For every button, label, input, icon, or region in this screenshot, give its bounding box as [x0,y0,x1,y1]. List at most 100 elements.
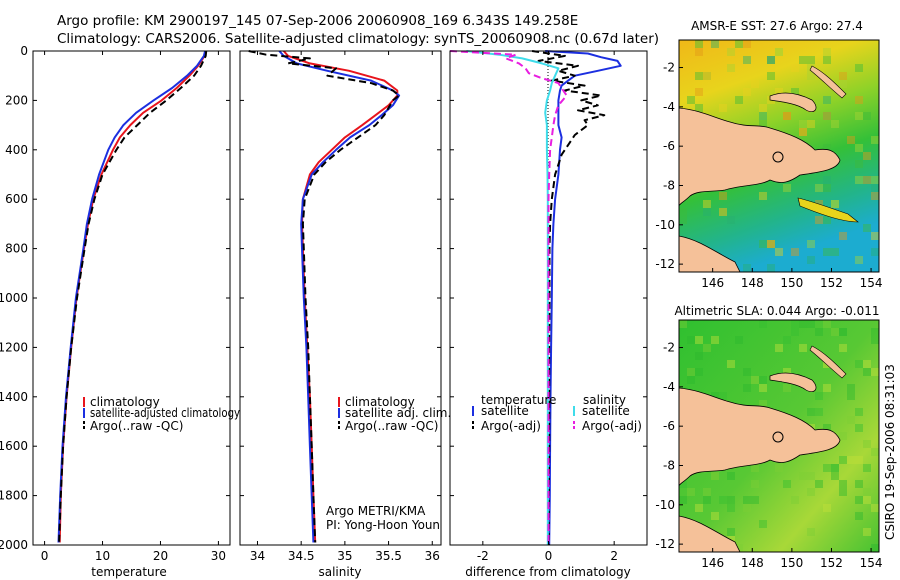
temperature-legend: climatology satellite-adjusted climatolo… [83,395,240,433]
figure-title-line2: Climatology: CARS2006. Satellite-adjuste… [57,31,659,47]
map-x-tick-label: 146 [701,276,724,290]
map-y-tick-label: -12 [655,537,675,551]
series-line-salinity-argo-adj [449,50,568,545]
map-y-tick-label: -10 [655,498,675,512]
series-line-temperature-satellite [545,50,622,546]
land-new-britain [769,372,817,393]
legend-label-sal-argo: Argo(-adj) [582,419,642,433]
map-x-tick-label: 152 [820,276,843,290]
y-tick-label: 200 [5,93,28,107]
sla-map-image [679,320,879,552]
map-y-tick-label: -8 [663,458,675,472]
map-x-tick-label: 154 [860,276,883,290]
salinity-panel: 34 34.5 35 35.5 36 salinity climatology sate… [239,50,451,579]
x-tick-label: 34.5 [288,549,315,563]
x-tick-label: 30 [211,549,226,563]
y-tick-label: 400 [5,143,28,157]
pi-annotation: PI: Yong-Hoon Youn [326,518,440,532]
x-tick-label: 10 [95,549,110,563]
land-new-guinea [679,107,841,207]
map-x-tick-label: 148 [741,276,764,290]
csiro-timestamp-label: CSIRO 19-Sep-2006 08:31:03 [883,364,897,540]
legend-label-climatology: climatology [345,395,415,409]
sst-map-panel: AMSR-E SST: 27.6 Argo: 27.4 [655,19,882,290]
y-tick-label: 800 [5,242,28,256]
x-tick-label: 36 [425,549,440,563]
map-y-tick-label: -2 [663,341,675,355]
salinity-axes-frame [239,50,442,546]
series-line-climatology [58,50,207,543]
series-line-temperature-argo-adj [531,50,606,545]
series-line-argo-raw-qc [58,50,208,543]
argo-position-marker [772,151,784,163]
land-new-ireland [809,65,847,99]
y-tick-label: 1800 [0,489,28,503]
map-y-tick-label: -4 [663,100,675,114]
sla-map-title: Altimetric SLA: 0.044 Argo: -0.011 [674,304,879,318]
map-y-tick-label: -6 [663,419,675,433]
figure-title-line1: Argo profile: KM 2900197_145 07-Sep-2006… [57,13,578,29]
temperature-panel: 0 10 20 30 0 200 400 600 800 1000 1200 1400 1600 1800… [0,44,240,579]
series-line-satellite-adj-clim [278,50,401,543]
map-y-tick-label: -2 [663,61,675,75]
series-line-satellite-adjusted-climatology [57,50,207,543]
land-new-ireland [809,345,847,379]
map-x-tick-label: 154 [860,556,883,570]
argo-position-marker [772,431,784,443]
series-line-salinity-satellite [466,50,560,545]
map-x-tick-label: 150 [780,556,803,570]
x-tick-label: 35.5 [375,549,402,563]
map-x-tick-label: 146 [701,556,724,570]
legend-label-satellite-adj: satellite adj. clim. [345,406,451,420]
x-tick-label: 0 [545,549,553,563]
salinity-xlabel: salinity [318,565,361,579]
map-y-tick-label: -6 [663,139,675,153]
legend-header-temperature: temperature [481,393,556,407]
map-x-tick-label: 148 [741,556,764,570]
map-y-tick-label: -10 [655,218,675,232]
x-tick-label: 0 [41,549,49,563]
x-tick-label: -2 [477,549,489,563]
land-new-guinea [679,387,841,487]
legend-header-salinity: salinity [583,393,626,407]
salinity-legend: climatology satellite adj. clim. Argo(..… [338,395,451,433]
temperature-xlabel: temperature [91,565,166,579]
y-tick-label: 1400 [0,390,28,404]
series-line-climatology [282,50,399,543]
y-tick-label: 0 [20,44,28,58]
y-tick-label: 1600 [0,439,28,453]
series-line-argo-raw-qc [248,50,401,543]
legend-label-argo: Argo(..raw -QC) [345,419,438,433]
legend-label-climatology: climatology [90,395,160,409]
map-y-tick-label: -4 [663,380,675,394]
sst-map-frame [678,39,880,273]
x-tick-label: 34 [250,549,265,563]
sst-map-image [679,40,879,272]
y-tick-label: 2000 [0,538,28,552]
difference-panel: -2 0 2 difference from climatology tempera… [449,50,648,579]
land-australia [679,235,741,272]
legend-label-argo: Argo(..raw -QC) [90,419,183,433]
land-australia [679,515,741,552]
y-tick-label: 1000 [0,291,28,305]
land-new-britain [769,92,817,113]
map-y-tick-label: -8 [663,178,675,192]
y-tick-label: 600 [5,192,28,206]
legend-label-temp-satellite: satellite [481,404,529,418]
legend-label-sal-satellite: satellite [582,404,630,418]
difference-legend: temperature salinity satellite Argo(-adj… [472,393,642,433]
x-tick-label: 20 [153,549,168,563]
sst-map-title: AMSR-E SST: 27.6 Argo: 27.4 [691,19,863,33]
legend-label-temp-argo: Argo(-adj) [481,419,541,433]
sla-map-panel: Altimetric SLA: 0.044 Argo: -0.011 146 14… [655,304,882,570]
x-tick-label: 2 [610,549,618,563]
argo-program-annotation: Argo METRI/KMA [326,504,426,518]
map-x-tick-label: 152 [820,556,843,570]
legend-label-satellite-adjusted: satellite-adjusted climatology [90,406,240,420]
sla-map-frame [678,319,880,553]
x-tick-label: 35 [337,549,352,563]
map-y-tick-label: -12 [655,257,675,271]
difference-xlabel: difference from climatology [465,565,631,579]
map-x-tick-label: 150 [780,276,803,290]
